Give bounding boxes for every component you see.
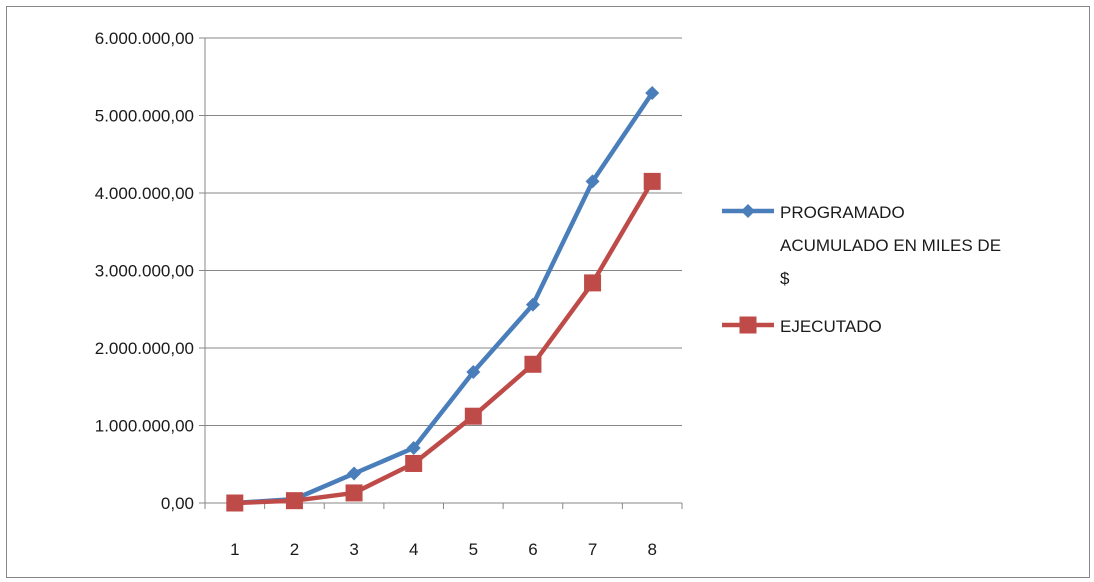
axes — [199, 37, 683, 509]
data-point-marker — [466, 365, 481, 380]
y-axis-tick-labels: 0,00 1.000.000,00 2.000.000,00 3.000.000,00… — [95, 29, 194, 513]
series-line — [232, 179, 655, 506]
x-tick-label: 5 — [469, 540, 478, 559]
data-point-marker — [584, 274, 602, 292]
data-point-marker — [643, 172, 661, 190]
y-tick-label: 4.000.000,00 — [95, 184, 194, 203]
x-tick-label: 8 — [647, 540, 656, 559]
data-point-marker — [525, 297, 540, 312]
legend-swatch-marker — [739, 316, 757, 334]
data-point-marker — [406, 440, 421, 455]
y-tick-label: 1.000.000,00 — [95, 417, 194, 436]
series-2 — [226, 172, 661, 512]
data-point-marker — [347, 466, 362, 481]
x-tick-label: 1 — [230, 540, 239, 559]
gridlines — [205, 37, 682, 426]
chart-frame — [6, 6, 1090, 578]
series-line — [232, 90, 655, 506]
legend-label: EJECUTADO — [780, 317, 882, 336]
data-point-marker — [464, 407, 482, 425]
legend-swatch-marker — [741, 204, 755, 218]
y-tick-label: 2.000.000,00 — [95, 339, 194, 358]
legend-label: PROGRAMADO — [780, 203, 905, 222]
legend-entry-2: EJECUTADO — [722, 316, 882, 336]
x-tick-label: 7 — [588, 540, 597, 559]
x-tick-label: 3 — [349, 540, 358, 559]
data-point-marker — [285, 492, 303, 510]
data-point-marker — [405, 454, 423, 472]
data-point-marker — [645, 86, 660, 101]
series-1 — [227, 86, 660, 510]
y-tick-label: 6.000.000,00 — [95, 29, 194, 48]
legend-label: ACUMULADO EN MILES DE — [780, 236, 1001, 255]
data-point-marker — [524, 355, 542, 373]
data-point-marker — [585, 174, 600, 189]
y-tick-label: 3.000.000,00 — [95, 262, 194, 281]
data-point-marker — [226, 494, 244, 512]
y-tick-label: 0,00 — [161, 494, 194, 513]
x-axis-tick-labels: 1 2 3 4 5 6 7 8 — [230, 540, 657, 559]
x-tick-label: 6 — [528, 540, 537, 559]
legend-label: $ — [780, 269, 790, 288]
legend: PROGRAMADO ACUMULADO EN MILES DE $ EJECUTAD… — [722, 203, 1001, 336]
legend-entry-1: PROGRAMADO ACUMULADO EN MILES DE $ — [722, 203, 1001, 288]
series-lines — [226, 86, 661, 512]
x-tick-label: 4 — [409, 540, 418, 559]
y-tick-label: 5.000.000,00 — [95, 107, 194, 126]
data-point-marker — [345, 484, 363, 502]
x-tick-label: 2 — [290, 540, 299, 559]
